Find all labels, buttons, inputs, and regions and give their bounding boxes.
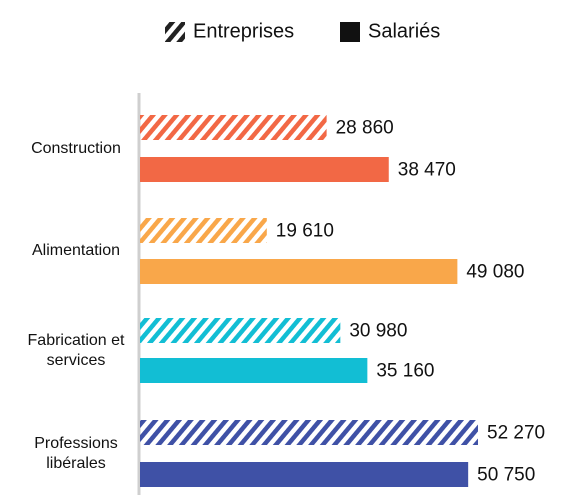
bar bbox=[140, 358, 368, 383]
value-label: 52 270 bbox=[487, 423, 545, 444]
legend-label: Entreprises bbox=[193, 20, 294, 42]
category-label: Alimentation bbox=[31, 242, 121, 259]
bar bbox=[140, 218, 267, 243]
value-label: 28 860 bbox=[336, 118, 394, 139]
category-label: Construction bbox=[31, 139, 121, 157]
value-label: 50 750 bbox=[477, 465, 535, 486]
bar bbox=[140, 318, 341, 343]
legend-swatch bbox=[165, 22, 185, 42]
bar bbox=[140, 462, 469, 487]
bar bbox=[140, 115, 327, 140]
value-label: 19 610 bbox=[276, 221, 334, 242]
bar bbox=[140, 157, 389, 182]
category-label: Fabrication et services bbox=[27, 331, 125, 369]
legend-label: Salariés bbox=[368, 20, 440, 42]
value-label: 35 160 bbox=[376, 361, 434, 382]
value-label: 38 470 bbox=[398, 160, 456, 181]
legend-swatch bbox=[340, 22, 360, 42]
value-label: 30 980 bbox=[349, 321, 407, 342]
bar bbox=[140, 420, 478, 445]
value-label: 49 080 bbox=[466, 262, 524, 283]
category-label: Professions libérales bbox=[34, 434, 118, 472]
bar bbox=[140, 259, 458, 284]
